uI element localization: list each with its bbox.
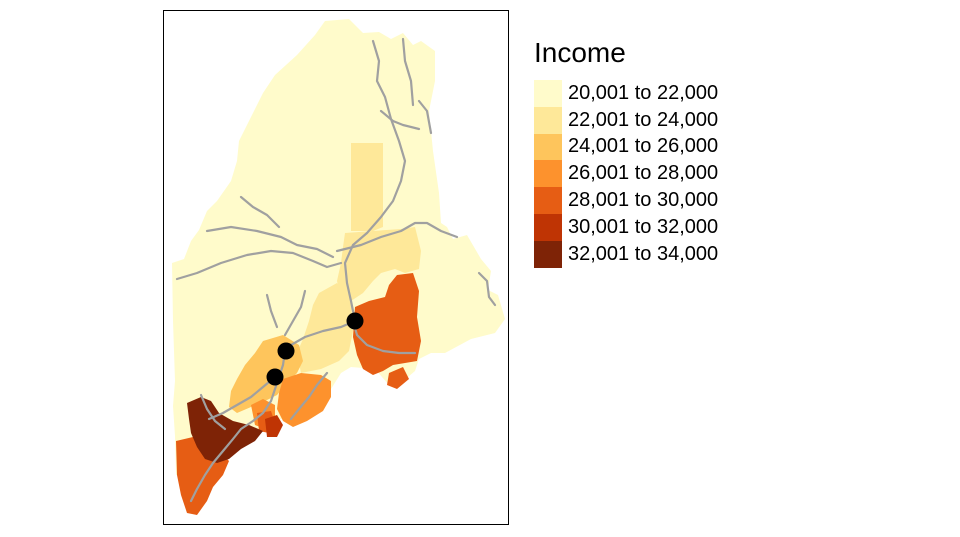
- legend-item: 30,001 to 32,000: [534, 213, 719, 241]
- legend-item: 32,001 to 34,000: [534, 240, 719, 268]
- legend-title: Income: [534, 37, 626, 68]
- map-region-income-band-4: [277, 373, 331, 427]
- legend-swatch: [534, 160, 562, 188]
- legend-swatch: [534, 80, 562, 107]
- road-network: [175, 37, 497, 503]
- city-marker: [266, 368, 284, 386]
- legend-item: 22,001 to 24,000: [534, 106, 719, 134]
- city-marker: [346, 312, 364, 330]
- map-region-income-band-5: [353, 273, 421, 375]
- legend-label: 28,001 to 30,000: [568, 189, 719, 212]
- legend-label: 30,001 to 32,000: [568, 215, 719, 238]
- legend-item: 28,001 to 30,000: [534, 187, 718, 214]
- legend-item: 24,001 to 26,000: [534, 133, 719, 161]
- map-region-income-band-1: [172, 19, 505, 475]
- legend-swatch: [534, 240, 562, 268]
- legend-swatch: [534, 106, 562, 134]
- legend-swatch: [534, 213, 562, 241]
- income-map: [172, 19, 505, 515]
- map-region-income-band-2: [297, 283, 353, 373]
- legend-label: 22,001 to 24,000: [568, 108, 719, 131]
- legend-item: 26,001 to 28,000: [534, 160, 719, 188]
- legend-swatch: [534, 133, 562, 161]
- map-region-income-band-2: [351, 143, 383, 231]
- city-markers: [266, 312, 364, 386]
- map-panel: [163, 10, 509, 525]
- city-marker: [277, 342, 295, 360]
- legend-label: 32,001 to 34,000: [568, 242, 719, 265]
- map-region-income-band-5: [387, 367, 409, 389]
- map-region-income-band-6: [265, 415, 283, 437]
- legend-label: 24,001 to 26,000: [568, 135, 719, 158]
- legend-item: 20,001 to 22,000: [534, 80, 718, 107]
- legend-label: 26,001 to 28,000: [568, 162, 719, 185]
- legend-label: 20,001 to 22,000: [568, 81, 719, 104]
- legend: Income 20,001 to 22,000 22,001 to 24,000…: [534, 36, 718, 268]
- legend-swatch: [534, 187, 562, 214]
